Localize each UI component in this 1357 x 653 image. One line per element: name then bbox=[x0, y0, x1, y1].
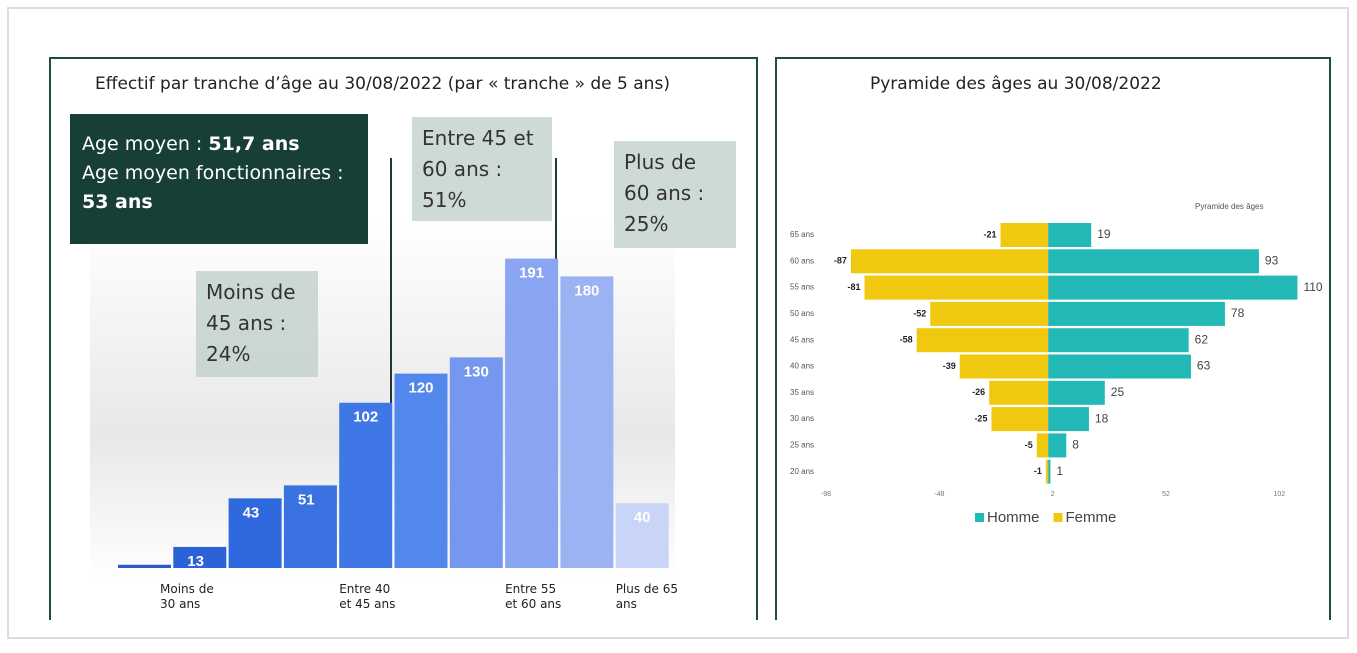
bar bbox=[916, 328, 1049, 353]
legend-swatch bbox=[975, 513, 984, 522]
value-label: 1 bbox=[1056, 464, 1063, 478]
value-label: -25 bbox=[974, 413, 987, 423]
value-label: 51 bbox=[298, 491, 315, 508]
value-label: -1 bbox=[1034, 466, 1042, 476]
annotation: Moins de 45 ans : 24% bbox=[196, 271, 318, 377]
bar bbox=[1048, 249, 1259, 274]
x-tick-label: 52 bbox=[1162, 491, 1170, 498]
right-subtitle: Pyramide des âges bbox=[1195, 202, 1263, 211]
civil-label: Age moyen fonctionnaires : bbox=[82, 162, 344, 184]
y-tick-label: 40 ans bbox=[790, 362, 814, 371]
y-tick-label: 25 ans bbox=[790, 441, 814, 450]
bar bbox=[991, 407, 1049, 432]
value-label: 25 bbox=[1111, 385, 1125, 399]
annotation: Entre 45 et 60 ans : 51% bbox=[412, 117, 552, 221]
x-tick-label: 2 bbox=[1051, 491, 1055, 498]
value-label: 62 bbox=[1195, 332, 1209, 346]
x-tick-label: Entre 40 et 45 ans bbox=[339, 582, 396, 611]
value-label: -87 bbox=[834, 256, 847, 266]
value-label: 130 bbox=[464, 363, 489, 380]
value-label: 19 bbox=[1097, 227, 1111, 241]
slide-frame bbox=[7, 7, 1349, 639]
civil-value: 53 ans bbox=[82, 191, 153, 213]
bar bbox=[1048, 301, 1225, 326]
bar bbox=[850, 249, 1049, 274]
right-panel bbox=[775, 57, 1331, 620]
bar bbox=[1045, 459, 1049, 484]
value-label: 110 bbox=[1303, 280, 1322, 294]
bar bbox=[930, 301, 1049, 326]
value-label: -5 bbox=[1025, 440, 1033, 450]
average-box: Age moyen : 51,7 ans Age moyen fonctionn… bbox=[70, 114, 368, 244]
value-label: 180 bbox=[574, 282, 599, 299]
value-label: 2 bbox=[132, 571, 140, 588]
x-tick-label: Entre 55 et 60 ans bbox=[505, 582, 562, 611]
value-label: 40 bbox=[634, 509, 651, 526]
value-label: 18 bbox=[1095, 411, 1109, 425]
y-tick-label: 45 ans bbox=[790, 335, 814, 344]
age-label: Age moyen : bbox=[82, 133, 203, 155]
age-value: 51,7 ans bbox=[208, 133, 300, 155]
value-label: -52 bbox=[913, 308, 926, 318]
bar bbox=[173, 546, 227, 568]
value-label: 191 bbox=[519, 265, 544, 282]
value-label: -39 bbox=[943, 361, 956, 371]
value-label: -26 bbox=[972, 387, 985, 397]
value-label: 13 bbox=[187, 553, 204, 570]
y-tick-label: 60 ans bbox=[790, 256, 814, 265]
x-tick-label: Moins de 30 ans bbox=[160, 582, 214, 611]
x-tick-label: -48 bbox=[934, 491, 944, 498]
bar bbox=[1048, 407, 1089, 432]
bar bbox=[1048, 459, 1051, 484]
left-panel bbox=[49, 57, 758, 620]
bar bbox=[615, 503, 669, 568]
y-tick-label: 65 ans bbox=[790, 230, 814, 239]
bar bbox=[1048, 223, 1092, 247]
value-label: -58 bbox=[900, 335, 913, 345]
x-tick-label: Plus de 65 ans bbox=[615, 582, 679, 611]
annotation: Plus de 60 ans : 25% bbox=[614, 141, 736, 248]
legend-label: Homme bbox=[987, 509, 1040, 526]
bar bbox=[1048, 275, 1298, 300]
y-tick-label: 35 ans bbox=[790, 388, 814, 397]
bar bbox=[505, 258, 559, 568]
value-label: 120 bbox=[409, 380, 434, 397]
bar bbox=[1048, 433, 1067, 458]
bar bbox=[1048, 380, 1105, 405]
value-label: 8 bbox=[1072, 438, 1079, 452]
bar bbox=[449, 357, 503, 568]
bar bbox=[394, 373, 448, 568]
bar bbox=[1000, 223, 1049, 247]
value-label: -21 bbox=[984, 229, 997, 239]
bar bbox=[339, 402, 393, 568]
legend-swatch bbox=[1053, 513, 1063, 522]
y-tick-label: 30 ans bbox=[790, 414, 814, 423]
value-label: 63 bbox=[1197, 359, 1211, 373]
value-label: 102 bbox=[353, 409, 378, 426]
bar bbox=[228, 498, 282, 568]
left-title: Effectif par tranche d’âge au 30/08/2022… bbox=[95, 74, 670, 94]
bar bbox=[283, 485, 337, 568]
bar bbox=[864, 275, 1049, 300]
bar bbox=[1036, 433, 1049, 458]
x-tick-label: 102 bbox=[1273, 491, 1285, 498]
legend-label: Femme bbox=[1066, 509, 1117, 526]
right-title: Pyramide des âges au 30/08/2022 bbox=[870, 74, 1162, 94]
value-label: -81 bbox=[848, 282, 861, 292]
bar bbox=[560, 276, 614, 568]
bar bbox=[1048, 328, 1189, 353]
bar bbox=[959, 354, 1049, 379]
x-tick-label: -98 bbox=[821, 491, 831, 498]
bar bbox=[118, 564, 171, 568]
y-tick-label: 55 ans bbox=[790, 283, 814, 292]
bar bbox=[989, 380, 1049, 405]
y-tick-label: 50 ans bbox=[790, 309, 814, 318]
value-label: 43 bbox=[243, 504, 260, 521]
value-label: 93 bbox=[1265, 253, 1279, 267]
value-label: 78 bbox=[1231, 306, 1245, 320]
bar bbox=[1048, 354, 1191, 379]
y-tick-label: 20 ans bbox=[790, 467, 814, 476]
